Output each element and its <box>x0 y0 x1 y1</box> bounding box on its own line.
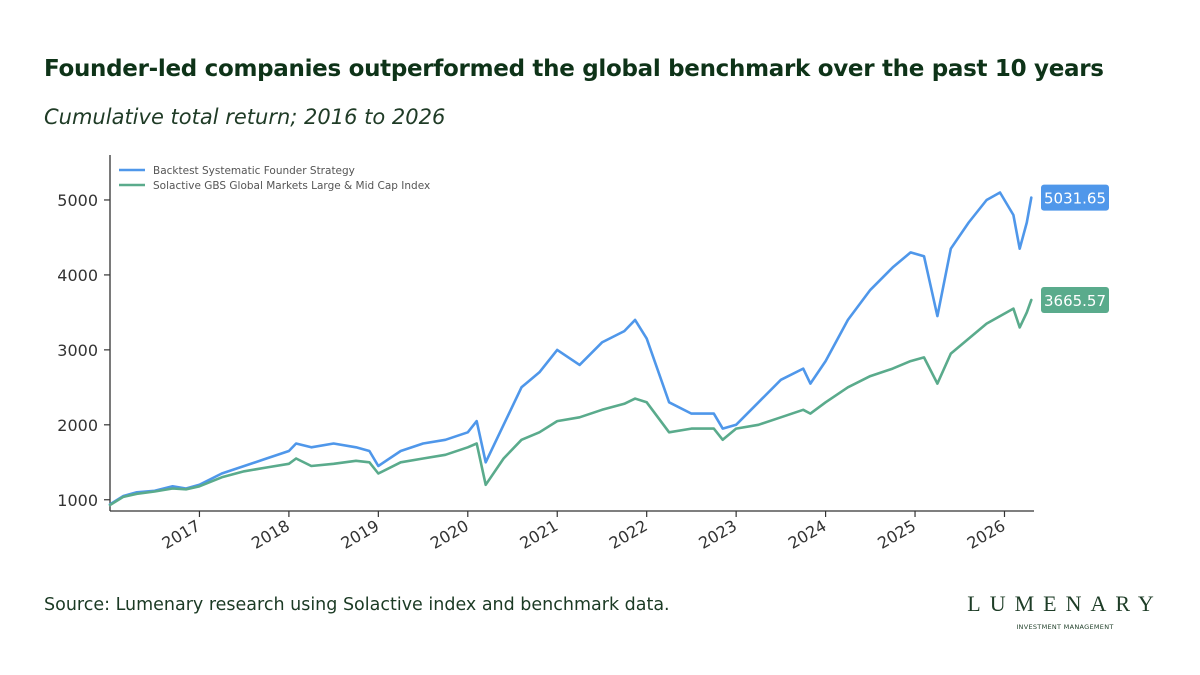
x-tick-label: 2025 <box>874 516 919 553</box>
end-label-1: 5031.65 <box>1041 184 1109 211</box>
x-tick-label: 2026 <box>964 516 1009 553</box>
y-tick-label: 2000 <box>57 416 98 435</box>
legend-label-2: Solactive GBS Global Markets Large & Mid… <box>153 180 430 192</box>
chart-title: Founder-led companies outperformed the g… <box>44 56 1104 82</box>
x-tick-label: 2019 <box>338 516 383 553</box>
x-tick-label: 2021 <box>516 516 561 553</box>
x-tick-label: 2018 <box>248 516 293 553</box>
x-tick-label: 2023 <box>695 516 740 553</box>
x-tick-label: 2024 <box>785 516 830 553</box>
brand-tagline: INVESTMENT MANAGEMENT <box>1016 623 1114 631</box>
line-chart: 1000 2000 3000 4000 5000 2017 2018 2019 2020 2021… <box>57 155 1109 553</box>
y-tick-label: 5000 <box>57 191 98 210</box>
end-value-labels: 5031.65 3665.57 <box>1041 184 1109 313</box>
end-label-box <box>1041 184 1109 211</box>
series-line-2 <box>108 298 1033 507</box>
series-line-1 <box>108 191 1033 506</box>
x-tick-label: 2022 <box>606 516 651 553</box>
brand-logo: LUMENARY INVESTMENT MANAGEMENT <box>960 591 1170 631</box>
chart-legend: Backtest Systematic Founder Strategy Sola… <box>119 165 430 192</box>
chart-subtitle: Cumulative total return; 2016 to 2026 <box>44 105 446 129</box>
end-label-2: 3665.57 <box>1041 286 1109 313</box>
y-tick-label: 4000 <box>57 266 98 285</box>
chart-axes: 1000 2000 3000 4000 5000 2017 2018 2019 2020 2021… <box>57 155 1034 553</box>
end-label-value: 5031.65 <box>1044 190 1106 208</box>
chart-series <box>108 191 1033 507</box>
end-label-box <box>1041 286 1109 313</box>
source-note: Source: Lumenary research using Solactiv… <box>44 595 670 615</box>
end-label-value: 3665.57 <box>1044 292 1106 310</box>
legend-label-1: Backtest Systematic Founder Strategy <box>153 165 355 177</box>
brand-name: LUMENARY <box>967 591 1163 616</box>
x-tick-label: 2020 <box>427 516 472 553</box>
y-tick-label: 1000 <box>57 491 98 510</box>
x-tick-label: 2017 <box>159 516 204 553</box>
y-tick-label: 3000 <box>57 341 98 360</box>
